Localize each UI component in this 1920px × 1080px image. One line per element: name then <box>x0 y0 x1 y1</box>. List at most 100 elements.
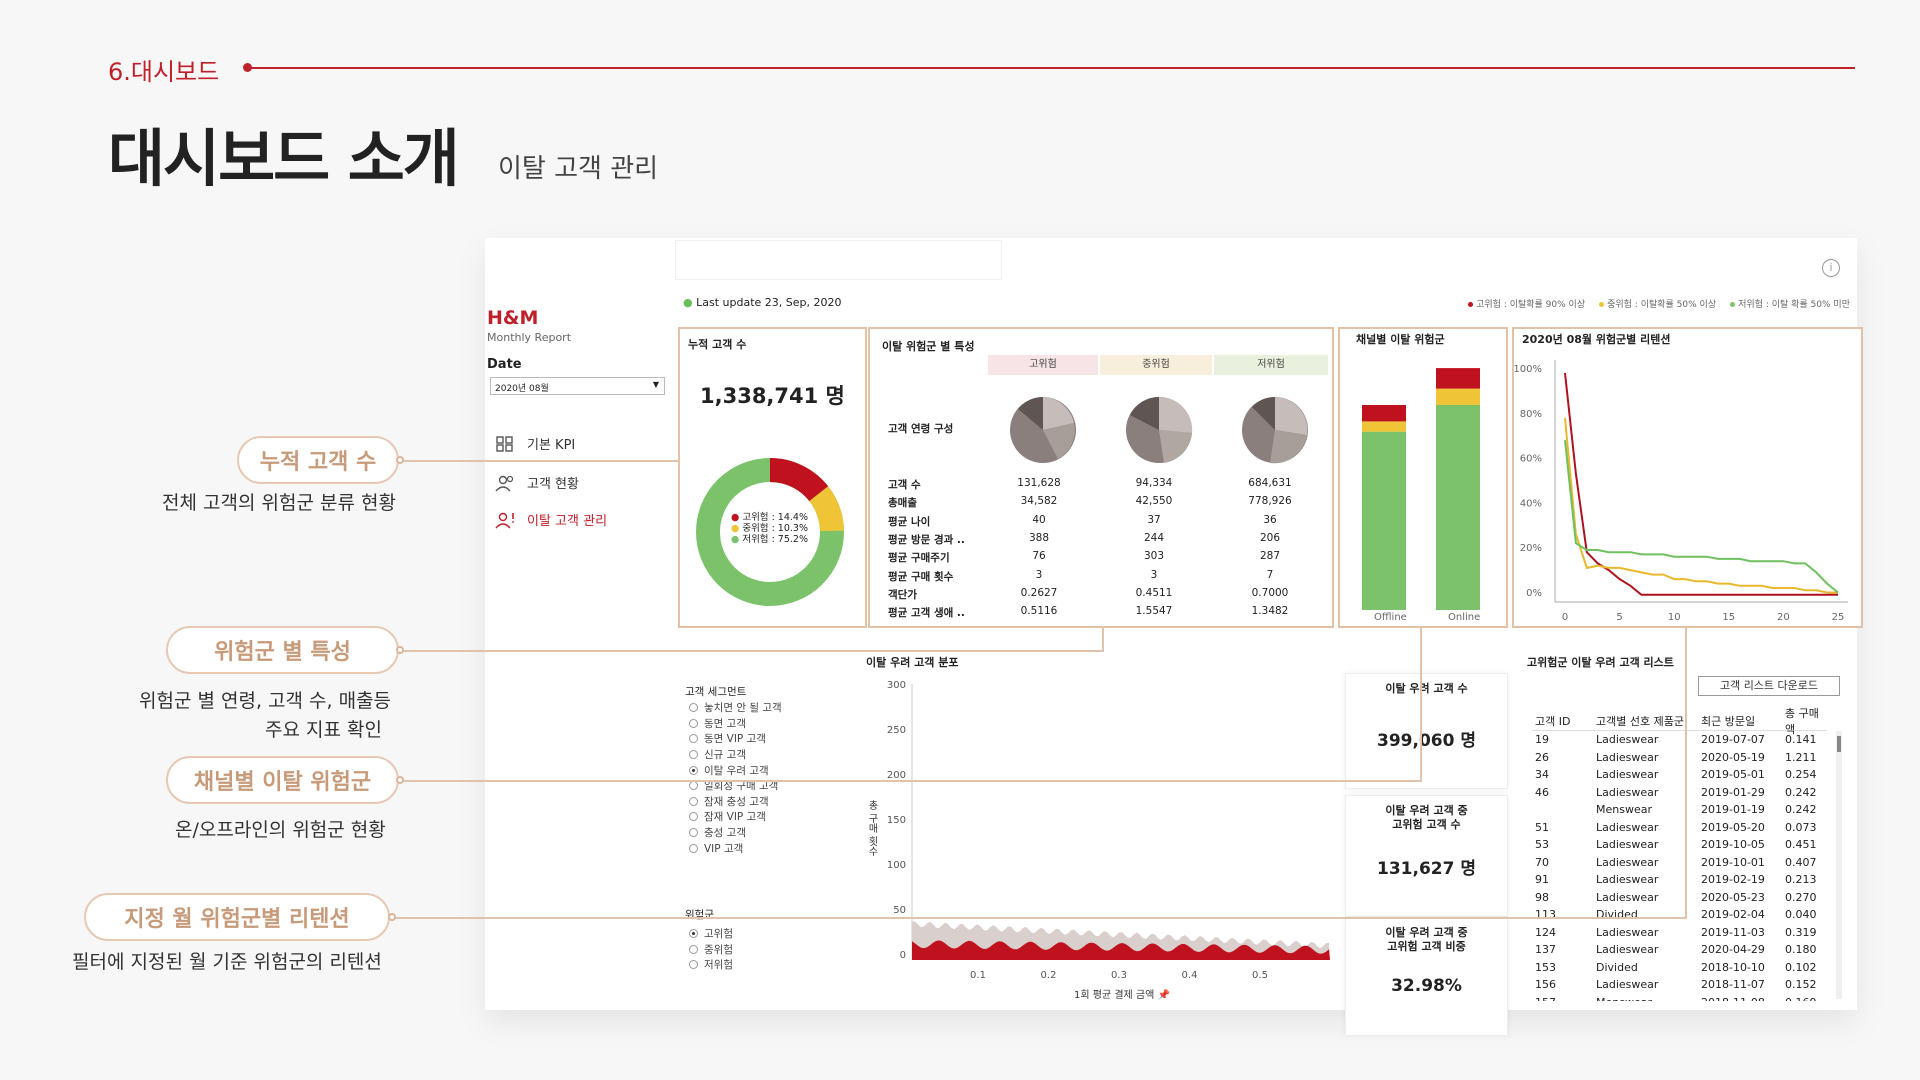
radio-button[interactable] <box>689 960 698 970</box>
table-cell: 2019-07-07 <box>1701 733 1765 747</box>
info-icon[interactable]: i <box>1822 259 1840 277</box>
y-tick-label: 80% <box>1520 409 1542 420</box>
date-select[interactable]: 2020년 08월 ▼ <box>490 377 665 395</box>
legend-low: 저위험 : 이탈 확률 50% 미만 <box>1730 297 1850 310</box>
radio-label: 중위험 <box>704 943 733 956</box>
table-row[interactable]: 34 Ladieswear 2019-05-01 0.254 <box>1532 766 1827 784</box>
radio-label: 일회성 구매 고객 <box>704 780 779 793</box>
table-cell: 0.242 <box>1785 785 1817 799</box>
feature-value: 1.3482 <box>1251 605 1289 618</box>
radio-option[interactable]: 고위험 <box>689 926 733 942</box>
radio-option[interactable]: 동면 VIP 고객 <box>689 731 782 747</box>
table-cell: Ladieswear <box>1596 820 1659 834</box>
risk-legend: 고위험 : 이탈확률 90% 이상 중위험 : 이탈확률 50% 이상 저위험 … <box>1468 297 1850 310</box>
table-cell: 156 <box>1535 978 1556 992</box>
panel-title: 누적 고객 수 <box>688 338 747 351</box>
scrollbar-thumb[interactable] <box>1837 736 1841 752</box>
sidebar <box>485 250 670 1010</box>
table-row[interactable]: 113 Divided 2019-02-04 0.040 <box>1532 906 1827 924</box>
radio-button[interactable] <box>689 718 698 728</box>
nav-churn-management[interactable]: 이탈 고객 관리 <box>495 510 607 529</box>
callout-dot <box>396 646 404 654</box>
radio-button[interactable] <box>689 944 698 954</box>
connector-line <box>1102 628 1104 652</box>
table-row[interactable]: 98 Ladieswear 2020-05-23 0.270 <box>1532 889 1827 907</box>
download-list-button[interactable]: 고객 리스트 다운로드 <box>1698 676 1840 696</box>
radio-button[interactable] <box>689 812 698 822</box>
radio-option[interactable]: 충성 고객 <box>689 825 782 841</box>
bar-segment-고위험 <box>1436 368 1480 389</box>
feature-value: 206 <box>1259 531 1281 544</box>
y-tick-label: 0% <box>1526 588 1542 599</box>
nav-basic-kpi[interactable]: 기본 KPI <box>495 434 575 453</box>
table-cell: Ladieswear <box>1596 750 1659 764</box>
table-cell: Ladieswear <box>1596 838 1659 852</box>
feature-row: 객단가 0.2627 0.4511 0.7000 <box>888 587 1328 603</box>
table-row[interactable]: 137 Ladieswear 2020-04-29 0.180 <box>1532 941 1827 959</box>
radio-option[interactable]: 중위험 <box>689 942 733 958</box>
radio-option[interactable]: 놓치면 안 될 고객 <box>689 700 782 716</box>
table-cell: 2019-02-19 <box>1701 873 1765 887</box>
kpi-value: 32.98% <box>1391 976 1462 996</box>
connector-line <box>1685 628 1687 919</box>
radio-button[interactable] <box>689 796 698 806</box>
callout-dot <box>388 913 396 921</box>
radio-button[interactable] <box>689 750 698 760</box>
table-row[interactable]: 46 Ladieswear 2019-01-29 0.242 <box>1532 784 1827 802</box>
nav-label: 고객 현황 <box>527 477 579 492</box>
radio-button[interactable] <box>689 828 698 838</box>
radio-button[interactable] <box>689 843 698 853</box>
table-cell: Divided <box>1596 960 1638 974</box>
table-cell: 0.270 <box>1785 890 1817 904</box>
radio-button[interactable] <box>689 734 698 744</box>
radio-option[interactable]: 이탈 우려 고객 <box>689 762 782 778</box>
radio-option[interactable]: 신규 고객 <box>689 747 782 763</box>
table-cell: 2019-05-20 <box>1701 820 1765 834</box>
nav-customer-status[interactable]: 고객 현황 <box>495 473 579 492</box>
callout-desc-2: 주요 지표 확인 <box>265 719 382 741</box>
legend-high: 고위험 : 이탈확률 90% 이상 <box>1468 297 1585 310</box>
legend-label: 중위험 : 이탈확률 50% 이상 <box>1607 300 1717 310</box>
table-row[interactable]: 26 Ladieswear 2020-05-19 1.211 <box>1532 749 1827 767</box>
radio-button[interactable] <box>689 929 698 939</box>
table-cell: 137 <box>1535 943 1556 957</box>
table-row[interactable]: 124 Ladieswear 2019-11-03 0.319 <box>1532 924 1827 942</box>
user-alert-icon <box>495 512 514 528</box>
radio-option[interactable]: 동면 고객 <box>689 716 782 732</box>
x-tick-label: 0 <box>1562 612 1568 623</box>
section-divider <box>245 67 1855 69</box>
table-row[interactable]: 19 Ladieswear 2019-07-07 0.141 <box>1532 731 1827 749</box>
radio-button[interactable] <box>689 703 698 713</box>
table-cell: 34 <box>1535 768 1549 782</box>
y-tick-label: 100 <box>887 860 906 871</box>
kpi-value: 131,627 명 <box>1377 859 1476 879</box>
customer-table-body: 19 Ladieswear 2019-07-07 0.141 26 Ladieswear 2… <box>1532 731 1827 1001</box>
page-title: 대시보드 소개 <box>108 122 460 195</box>
kpi-title-2: 고위험 고객 비중 <box>1387 940 1466 953</box>
radio-option[interactable]: 저위험 <box>689 957 733 973</box>
radio-button[interactable] <box>689 781 698 791</box>
table-cell: Ladieswear <box>1596 943 1659 957</box>
table-row[interactable]: 70 Ladieswear 2019-10-01 0.407 <box>1532 854 1827 872</box>
radio-option[interactable]: VIP 고객 <box>689 840 782 856</box>
table-row[interactable]: 157Menswear2018-11-080.169 <box>1532 994 1827 1001</box>
table-row[interactable]: 91 Ladieswear 2019-02-19 0.213 <box>1532 871 1827 889</box>
feature-value: 42,550 <box>1135 495 1173 508</box>
table-row[interactable]: Menswear 2019-01-19 0.242 <box>1532 801 1827 819</box>
table-row[interactable]: 153 Divided 2018-10-10 0.102 <box>1532 959 1827 977</box>
radio-button[interactable] <box>689 765 698 775</box>
col-header: 최근 방문일 <box>1701 715 1756 729</box>
y-tick-label: 60% <box>1520 454 1542 465</box>
radio-option[interactable]: 잠재 VIP 고객 <box>689 809 782 825</box>
table-cell: 2018-11-07 <box>1701 978 1765 992</box>
table-row[interactable]: 51 Ladieswear 2019-05-20 0.073 <box>1532 819 1827 837</box>
y-tick-label: 200 <box>887 770 906 781</box>
table-row[interactable]: 156 Ladieswear 2018-11-07 0.152 <box>1532 976 1827 994</box>
kpi-grid-icon <box>496 435 513 452</box>
panel-title: 2020년 08월 위험군별 리텐션 <box>1522 333 1671 346</box>
radio-option[interactable]: 잠재 충성 고객 <box>689 794 782 810</box>
feature-row: 총매출 34,582 42,550 778,926 <box>888 495 1328 511</box>
table-row[interactable]: 53 Ladieswear 2019-10-05 0.451 <box>1532 836 1827 854</box>
table-scrollbar[interactable] <box>1836 731 1842 999</box>
table-cell: 0.073 <box>1785 820 1817 834</box>
